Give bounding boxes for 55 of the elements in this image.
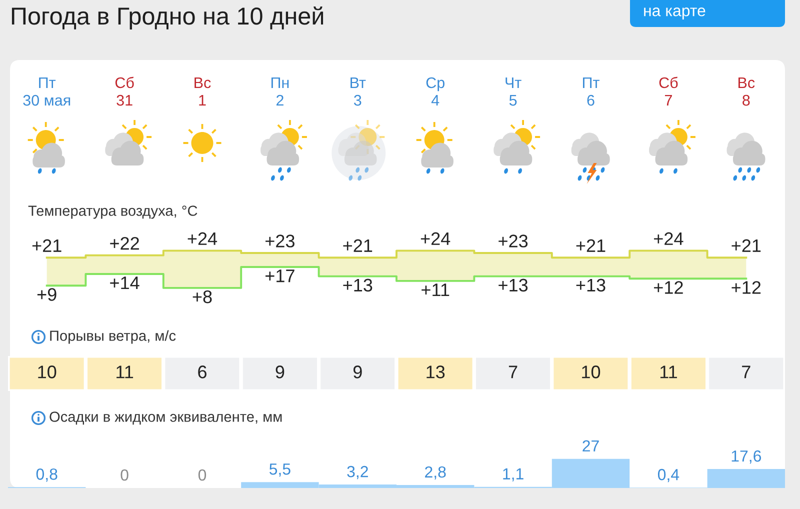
data-label: +21 — [732, 239, 761, 252]
data-label: +8 — [192, 290, 212, 304]
x-tick-label: Вт 3 — [350, 77, 366, 106]
data-label: 3,2 — [347, 466, 368, 480]
data-label: 0,4 — [658, 468, 680, 482]
data-label: 10 — [38, 366, 56, 378]
data-label: +13 — [343, 278, 372, 292]
data-label: +9 — [37, 288, 56, 301]
data-label: +21 — [576, 239, 606, 252]
data-label: 9 — [276, 366, 284, 378]
data-label: +21 — [32, 239, 62, 252]
data-label: +24 — [188, 232, 218, 245]
data-label: +21 — [343, 239, 372, 252]
data-label: +13 — [498, 278, 528, 292]
data-label: 13 — [426, 366, 445, 378]
data-label: 0,8 — [36, 468, 58, 482]
data-label: 11 — [660, 366, 677, 378]
data-label: +14 — [110, 276, 140, 290]
data-label: 27 — [582, 440, 599, 452]
chart-subtitle: Температура воздуха, °C — [28, 206, 198, 219]
data-label: 17,6 — [732, 450, 761, 464]
data-label: +17 — [266, 270, 294, 282]
data-label: 7 — [742, 366, 750, 378]
data-label: 10 — [582, 366, 600, 378]
data-label: +24 — [420, 232, 450, 245]
x-tick-label: Пт 6 — [582, 77, 600, 106]
data-label: 6 — [198, 366, 206, 378]
x-tick-label: Чт 5 — [506, 77, 522, 106]
data-label: +12 — [654, 281, 683, 294]
data-label: +23 — [498, 234, 528, 248]
data-label: +11 — [422, 284, 450, 296]
data-label: +24 — [654, 232, 684, 245]
data-label: +13 — [576, 278, 606, 292]
x-tick-label: Вс 1 — [194, 77, 211, 106]
data-label: +22 — [110, 236, 139, 250]
x-tick-label: Вс 8 — [738, 77, 755, 106]
data-label: 9 — [353, 366, 362, 378]
chart-title: Осадки в жидком эквиваленте, мм — [50, 412, 282, 425]
data-label: 7 — [508, 366, 518, 378]
chart-title: Погода в Гродно на 10 дней — [12, 6, 324, 30]
x-tick-label: Сб 31 — [115, 76, 134, 106]
data-label: 11 — [116, 366, 134, 378]
data-label: 1,1 — [503, 468, 524, 482]
x-tick-label: Сб 7 — [659, 76, 678, 106]
data-label: +23 — [266, 234, 294, 248]
x-tick-label: Пт 30 мая — [23, 77, 70, 106]
data-label: 2,8 — [425, 466, 446, 480]
x-tick-label: Пн 2 — [271, 77, 289, 106]
data-label: 0 — [120, 469, 128, 481]
data-label: +12 — [732, 281, 761, 294]
x-tick-label: Ср 4 — [426, 77, 444, 106]
text: на карте — [644, 8, 706, 20]
chart-title: Порывы ветра, м/с — [50, 330, 176, 344]
data-label: 0 — [198, 469, 206, 481]
data-label: 5,5 — [269, 464, 290, 477]
